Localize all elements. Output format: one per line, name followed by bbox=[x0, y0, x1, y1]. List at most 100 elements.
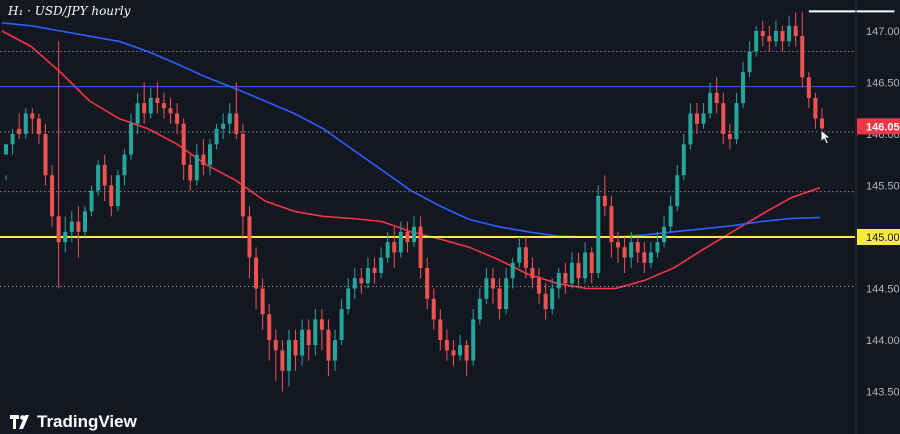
candle-body bbox=[431, 298, 436, 320]
candle bbox=[30, 108, 35, 134]
candle-body bbox=[372, 267, 377, 274]
candle bbox=[569, 252, 574, 289]
candle bbox=[662, 216, 667, 248]
candle-body bbox=[313, 319, 318, 346]
candle-body bbox=[10, 134, 15, 145]
candle bbox=[23, 108, 28, 140]
candle-body bbox=[787, 25, 792, 42]
candle-body bbox=[273, 340, 278, 351]
candle bbox=[280, 340, 285, 392]
candle bbox=[63, 216, 68, 253]
candle-body bbox=[629, 242, 634, 258]
candle bbox=[741, 61, 746, 109]
candle-body bbox=[161, 103, 166, 109]
candle-body bbox=[609, 206, 614, 243]
candle-body bbox=[589, 252, 594, 274]
candle-body bbox=[135, 103, 140, 124]
candle-body bbox=[398, 231, 403, 253]
candle-body bbox=[359, 278, 364, 284]
candle-body bbox=[721, 103, 726, 134]
current-price-label-text: 146.055 bbox=[866, 121, 900, 133]
candle-body bbox=[451, 350, 456, 356]
candle bbox=[537, 267, 542, 304]
candle bbox=[609, 195, 614, 258]
candle-body bbox=[754, 31, 759, 52]
candle-body bbox=[221, 123, 226, 129]
candle bbox=[523, 237, 528, 279]
candle-body bbox=[648, 252, 653, 263]
candle-body bbox=[168, 108, 173, 114]
candle-body bbox=[688, 113, 693, 145]
candle bbox=[477, 288, 482, 325]
candle bbox=[550, 278, 555, 315]
candle-body bbox=[576, 262, 581, 279]
candle bbox=[721, 92, 726, 145]
y-tick-label: 143.500 bbox=[866, 387, 900, 399]
current-price-label-bg bbox=[857, 118, 900, 135]
candle-body bbox=[596, 195, 601, 274]
candle bbox=[708, 82, 713, 119]
candle bbox=[56, 41, 61, 289]
candle-body bbox=[471, 319, 476, 361]
candle-body bbox=[694, 113, 699, 124]
candle bbox=[800, 12, 805, 88]
candle-body bbox=[773, 31, 778, 42]
candle bbox=[405, 221, 410, 253]
candle-body bbox=[820, 118, 824, 129]
candle bbox=[412, 216, 416, 248]
candle-body bbox=[556, 273, 561, 289]
candle-body bbox=[208, 144, 212, 165]
candle-body bbox=[385, 242, 390, 258]
candle-body bbox=[510, 262, 515, 279]
candle-body bbox=[365, 267, 370, 284]
candle-body bbox=[109, 185, 114, 207]
candle-body bbox=[767, 36, 772, 42]
candle-body bbox=[352, 278, 357, 289]
tradingview-wordmark: TradingView bbox=[37, 412, 137, 431]
candle-body bbox=[129, 123, 134, 155]
candle-body bbox=[543, 293, 548, 310]
y-tick-label: 144.000 bbox=[866, 335, 900, 347]
candle-body bbox=[504, 278, 509, 310]
candle-body bbox=[122, 154, 127, 176]
y-tick-label: 144.500 bbox=[866, 284, 900, 296]
candle bbox=[714, 77, 719, 114]
moving-averages bbox=[1, 22, 821, 290]
candle-body bbox=[17, 128, 22, 134]
candle bbox=[129, 113, 134, 160]
candle-body bbox=[194, 154, 199, 181]
candle-body bbox=[30, 113, 35, 119]
candle-body bbox=[326, 329, 331, 361]
candle-body bbox=[747, 51, 752, 73]
candle-body bbox=[82, 211, 87, 232]
candle-body bbox=[214, 128, 219, 145]
candle-body bbox=[583, 252, 588, 279]
candle bbox=[583, 242, 588, 284]
candle-body bbox=[188, 164, 193, 181]
candle bbox=[313, 309, 318, 356]
candle-body bbox=[175, 113, 180, 124]
candle-body bbox=[530, 267, 535, 279]
candle-body bbox=[405, 231, 410, 243]
candle bbox=[444, 329, 449, 361]
candle bbox=[734, 92, 739, 145]
key-level-label: 145.000 bbox=[857, 229, 900, 245]
candle-body bbox=[50, 175, 55, 217]
key-level-label-text: 145.000 bbox=[866, 232, 900, 244]
candle bbox=[352, 267, 357, 299]
tradingview-logo: TradingView bbox=[10, 412, 137, 432]
candle bbox=[300, 319, 305, 366]
candle bbox=[589, 247, 594, 284]
candle bbox=[227, 103, 232, 134]
candle-body bbox=[425, 267, 430, 299]
candle bbox=[767, 25, 772, 52]
ma-slow-line bbox=[1, 22, 821, 238]
candle bbox=[813, 92, 818, 129]
candle bbox=[563, 262, 568, 294]
candle bbox=[43, 123, 48, 186]
candle bbox=[142, 82, 147, 124]
candle-body bbox=[813, 97, 818, 119]
candle-body bbox=[563, 273, 568, 284]
candle bbox=[82, 206, 87, 237]
